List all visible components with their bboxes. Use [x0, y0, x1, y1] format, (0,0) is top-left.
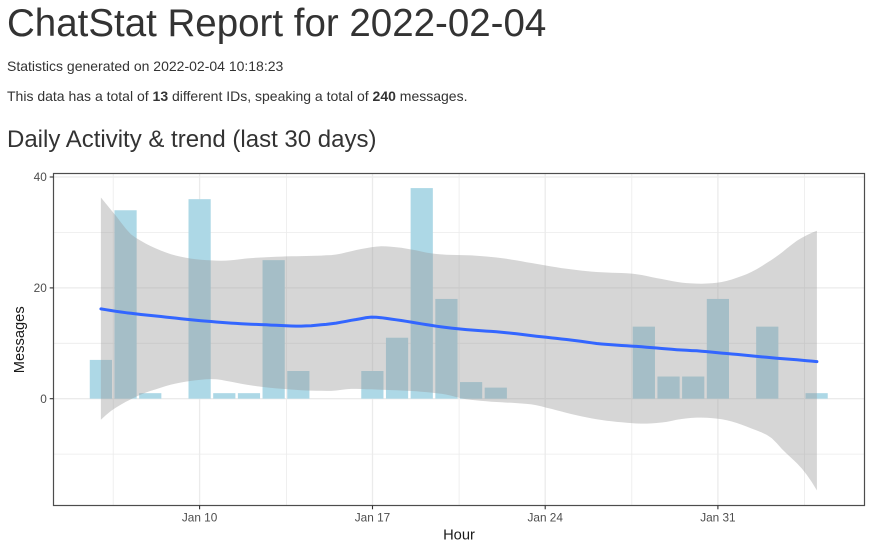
svg-text:Jan 24: Jan 24	[527, 511, 563, 525]
svg-text:0: 0	[40, 392, 47, 406]
svg-text:Jan 17: Jan 17	[355, 511, 390, 525]
svg-text:Messages: Messages	[12, 306, 28, 373]
svg-text:Hour: Hour	[443, 528, 475, 544]
svg-text:20: 20	[34, 281, 48, 295]
svg-text:Jan 31: Jan 31	[700, 511, 735, 525]
svg-text:Jan 10: Jan 10	[182, 511, 218, 525]
svg-text:40: 40	[34, 170, 48, 184]
